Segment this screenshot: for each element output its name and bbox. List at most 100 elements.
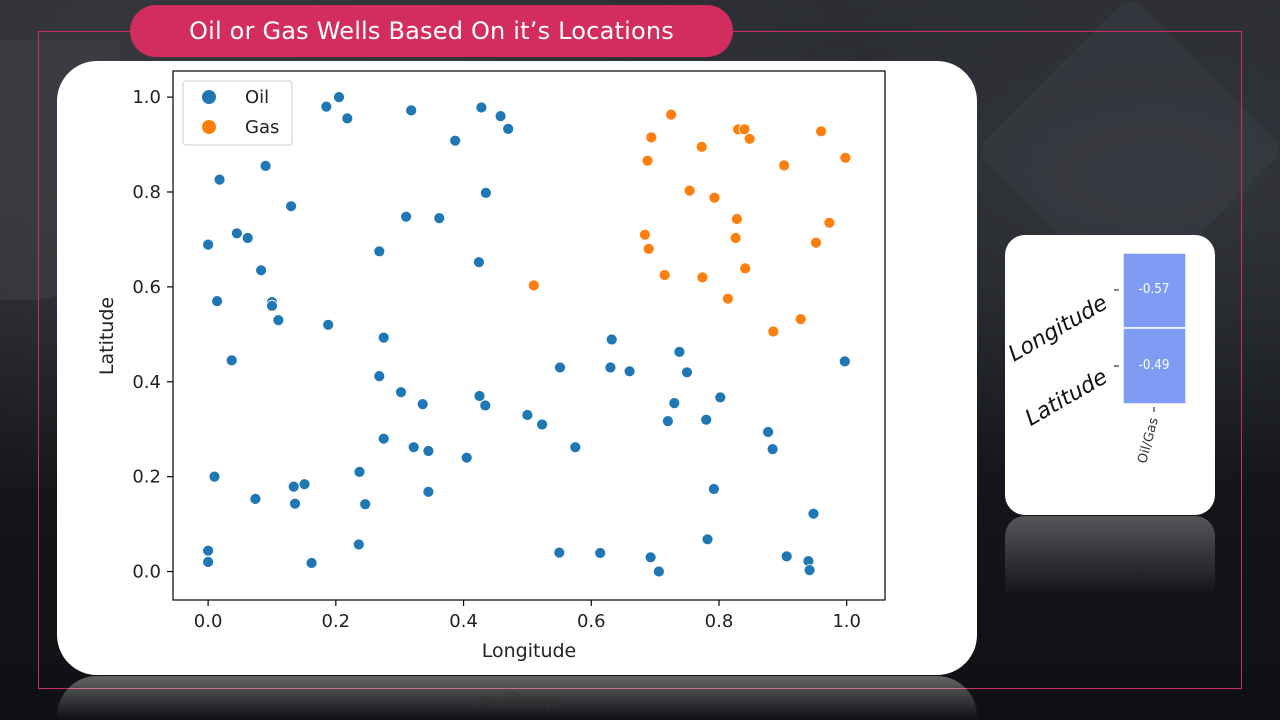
heatmap-card-reflection (1005, 516, 1215, 596)
point-gas-9 (778, 159, 790, 172)
point-oil-62 (701, 533, 714, 546)
point-oil-11 (285, 200, 298, 213)
point-oil-22 (266, 299, 278, 312)
point-oil-5 (494, 110, 507, 122)
x-tick-label-0: 0.0 (194, 611, 223, 632)
x-tick-label-5: 1.0 (832, 611, 861, 632)
point-oil-54 (298, 478, 311, 491)
point-oil-13 (433, 212, 446, 225)
point-oil-69 (202, 556, 215, 568)
point-oil-60 (359, 498, 372, 511)
point-oil-7 (449, 134, 462, 147)
point-oil-34 (373, 370, 386, 383)
point-oil-24 (322, 318, 335, 331)
point-oil-48 (422, 445, 435, 457)
point-oil-26 (605, 333, 618, 346)
point-oil-30 (554, 361, 566, 374)
point-gas-16 (810, 236, 822, 249)
point-oil-68 (780, 550, 793, 563)
point-oil-32 (623, 365, 636, 378)
point-oil-25 (377, 331, 390, 344)
point-oil-53 (208, 470, 221, 483)
point-gas-15 (729, 232, 742, 244)
chart-card-reflection: Longitude (57, 676, 977, 720)
point-oil-16 (202, 238, 215, 251)
point-gas-14 (639, 228, 651, 241)
point-oil-9 (213, 173, 226, 186)
point-gas-3 (815, 125, 827, 138)
point-gas-23 (794, 313, 807, 326)
point-gas-5 (743, 132, 756, 145)
reflection-axis-label: Longitude (477, 691, 561, 712)
legend-label-gas: Gas (245, 117, 279, 138)
point-oil-0 (333, 91, 345, 103)
point-oil-27 (673, 345, 686, 358)
point-gas-4 (645, 131, 658, 144)
point-oil-61 (807, 507, 820, 520)
point-gas-17 (642, 242, 655, 255)
x-tick-label-4: 0.8 (705, 611, 734, 632)
x-axis-label: Longitude (482, 640, 577, 662)
point-oil-73 (803, 564, 816, 577)
point-oil-19 (255, 264, 268, 277)
point-oil-55 (287, 480, 300, 493)
point-oil-67 (644, 551, 657, 564)
heatmap-col-label: Oil/Gas (1135, 416, 1162, 465)
point-gas-8 (641, 154, 654, 167)
point-oil-46 (377, 432, 390, 445)
slide-title: Oil or Gas Wells Based On it’s Locations (130, 5, 733, 57)
point-gas-21 (527, 279, 540, 292)
heatmap-value-longitude: -0.57 (1139, 281, 1170, 297)
scatter-points-layer (202, 91, 852, 578)
point-oil-2 (341, 112, 354, 125)
point-oil-35 (395, 386, 407, 399)
y-tick-label-4: 0.8 (132, 182, 161, 203)
x-tick-label-2: 0.4 (449, 611, 478, 632)
point-oil-52 (353, 465, 366, 478)
y-axis-ticks: 0.0 0.2 0.4 0.6 0.8 1.0 (132, 87, 173, 583)
point-oil-10 (479, 186, 492, 199)
y-tick-label-1: 0.2 (132, 467, 161, 488)
point-oil-43 (700, 413, 713, 426)
point-oil-3 (405, 104, 418, 117)
heatmap-row-label-longitude: Longitude (1005, 291, 1112, 368)
point-gas-19 (696, 271, 709, 284)
point-oil-17 (373, 245, 386, 258)
scatter-chart-card: 0.0 0.2 0.4 0.6 0.8 1.0 0.0 0.2 0.4 0.6 0.8 1.0 Lo… (57, 61, 977, 675)
point-gas-20 (739, 262, 752, 275)
point-oil-6 (502, 123, 515, 135)
chart-legend: Oil Gas (182, 80, 293, 146)
heatmap-cell-latitude (1122, 327, 1187, 405)
point-gas-11 (708, 191, 721, 204)
point-oil-4 (475, 101, 488, 114)
point-oil-66 (594, 547, 607, 559)
point-oil-72 (653, 565, 665, 578)
point-oil-15 (241, 232, 254, 244)
point-oil-49 (569, 441, 582, 454)
point-oil-20 (211, 295, 224, 308)
point-gas-10 (683, 184, 696, 197)
y-axis-label: Latitude (96, 297, 118, 375)
point-oil-56 (708, 483, 720, 495)
point-oil-18 (472, 256, 485, 269)
correlation-heatmap-card: -0.57 -0.49 Longitude Latitude Oil/Gas (1005, 235, 1215, 515)
point-oil-31 (604, 361, 617, 374)
point-gas-7 (839, 151, 852, 164)
point-oil-14 (230, 227, 243, 240)
point-oil-37 (714, 391, 727, 404)
point-gas-24 (767, 325, 780, 338)
point-oil-51 (460, 451, 473, 464)
point-oil-42 (662, 415, 674, 428)
point-oil-41 (521, 409, 534, 421)
point-gas-12 (731, 213, 743, 225)
point-gas-13 (823, 216, 836, 229)
point-oil-63 (352, 538, 365, 551)
point-oil-40 (668, 397, 681, 410)
scatter-chart: 0.0 0.2 0.4 0.6 0.8 1.0 0.0 0.2 0.4 0.6 0.8 1.0 Lo… (96, 70, 886, 662)
point-oil-28 (225, 354, 238, 367)
point-gas-22 (722, 292, 734, 305)
legend-marker-gas (202, 120, 216, 134)
heatmap-row-label-latitude: Latitude (1021, 365, 1112, 432)
plot-frame (172, 70, 886, 601)
heatmap-value-latitude: -0.49 (1139, 357, 1170, 373)
